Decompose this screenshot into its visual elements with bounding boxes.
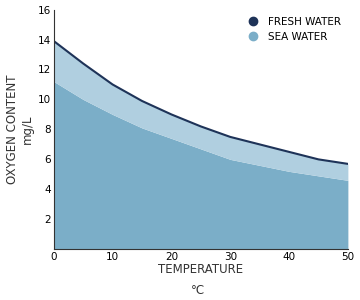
X-axis label: TEMPERATURE: TEMPERATURE	[158, 263, 243, 276]
Y-axis label: OXYGEN CONTENT
mg/L: OXYGEN CONTENT mg/L	[5, 75, 33, 184]
Text: °C: °C	[191, 284, 205, 297]
Legend: FRESH WATER, SEA WATER: FRESH WATER, SEA WATER	[240, 15, 343, 44]
